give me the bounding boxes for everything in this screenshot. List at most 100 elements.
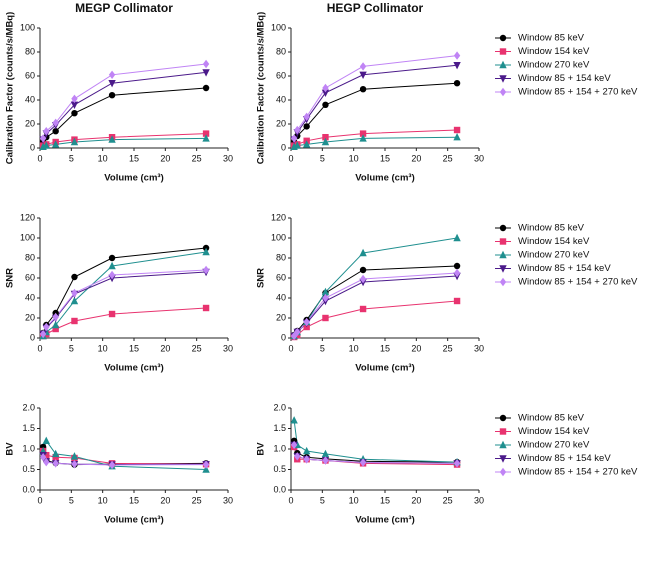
marker: [499, 75, 507, 83]
marker: [453, 268, 461, 278]
legend-label: Window 85 + 154 keV: [518, 263, 611, 274]
x-tick-label: 5: [320, 343, 325, 353]
x-axis-label: Volume (cm³): [104, 173, 163, 184]
marker: [302, 446, 311, 455]
marker: [453, 62, 461, 70]
marker: [202, 304, 210, 312]
x-tick-label: 10: [98, 495, 108, 505]
x-tick-label: 15: [380, 343, 390, 353]
x-tick-label: 0: [37, 153, 42, 163]
y-tick-label: 80: [276, 46, 286, 56]
x-tick-label: 10: [349, 495, 359, 505]
y-tick-label: 0.5: [273, 464, 286, 474]
series-line: [293, 420, 458, 463]
marker: [71, 317, 78, 325]
marker: [321, 89, 330, 97]
y-tick-label: 20: [25, 118, 35, 128]
x-axis-label: Volume (cm³): [355, 515, 414, 526]
y-axis-label: SNR: [256, 268, 267, 288]
x-tick-label: 5: [69, 495, 74, 505]
legend-label: Window 154 keV: [518, 46, 590, 57]
series-line: [293, 440, 458, 463]
y-axis-label: Calibration Factor (counts/s/MBq): [256, 12, 267, 165]
y-tick-label: 100: [271, 232, 286, 242]
series-line: [42, 450, 207, 465]
x-tick-label: 20: [160, 153, 170, 163]
y-axis-label: BV: [256, 442, 267, 456]
y-tick-label: 40: [25, 292, 35, 302]
y-tick-label: 40: [276, 292, 286, 302]
x-tick-label: 25: [192, 343, 202, 353]
legend-label: Window 270 keV: [518, 440, 590, 451]
y-tick-label: 120: [20, 212, 35, 222]
marker: [52, 118, 59, 127]
y-axis-label: Calibration Factor (counts/s/MBq): [5, 12, 16, 165]
y-tick-label: 1.0: [273, 443, 286, 453]
marker: [499, 265, 507, 273]
marker: [43, 322, 50, 332]
chart-title: MEGP Collimator: [75, 1, 173, 15]
y-tick-label: 0: [30, 332, 35, 342]
y-tick-label: 0: [30, 142, 35, 152]
series-line: [293, 444, 458, 464]
x-tick-label: 0: [37, 495, 42, 505]
x-tick-label: 15: [380, 495, 390, 505]
marker: [70, 452, 79, 460]
x-tick-label: 5: [69, 153, 74, 163]
marker: [359, 266, 367, 274]
marker: [70, 296, 79, 305]
marker: [359, 274, 367, 284]
marker: [359, 248, 367, 257]
x-axis-label: Volume (cm³): [104, 515, 163, 526]
x-tick-label: 15: [129, 153, 139, 163]
x-tick-label: 10: [349, 343, 359, 353]
y-tick-label: 80: [25, 46, 35, 56]
marker: [202, 130, 210, 137]
x-tick-label: 0: [288, 153, 293, 163]
x-tick-label: 25: [443, 495, 453, 505]
x-tick-label: 30: [474, 495, 484, 505]
marker: [51, 449, 60, 458]
marker: [499, 428, 507, 435]
chart-title: HEGP Collimator: [327, 1, 424, 15]
y-tick-label: 40: [276, 94, 286, 104]
x-axis-label: Volume (cm³): [104, 363, 163, 374]
series-line: [293, 272, 458, 337]
marker: [499, 34, 507, 42]
y-tick-label: 80: [25, 252, 35, 262]
x-tick-label: 15: [129, 343, 139, 353]
x-axis-label: Volume (cm³): [355, 173, 414, 184]
x-axis-label: Volume (cm³): [355, 363, 414, 374]
y-tick-label: 1.5: [273, 423, 286, 433]
marker: [108, 92, 116, 99]
x-tick-label: 0: [288, 343, 293, 353]
marker: [499, 48, 507, 55]
x-tick-label: 20: [411, 343, 421, 353]
marker: [322, 456, 329, 465]
marker: [499, 250, 507, 259]
marker: [499, 60, 507, 69]
x-tick-label: 25: [192, 153, 202, 163]
marker: [202, 69, 210, 77]
series-line: [293, 265, 458, 336]
y-tick-label: 100: [20, 22, 35, 32]
x-tick-label: 30: [474, 343, 484, 353]
marker: [202, 265, 210, 275]
legend-label: Window 85 keV: [518, 33, 585, 44]
marker: [70, 137, 79, 146]
y-tick-label: 60: [25, 272, 35, 282]
y-tick-label: 0.5: [22, 464, 35, 474]
x-tick-label: 10: [349, 153, 359, 163]
marker: [303, 455, 310, 464]
legend-label: Window 154 keV: [518, 236, 590, 247]
marker: [453, 262, 461, 270]
marker: [42, 436, 50, 444]
marker: [39, 453, 47, 462]
marker: [108, 80, 116, 88]
series-line: [293, 64, 458, 140]
y-tick-label: 60: [25, 70, 35, 80]
legend-label: Window 85 keV: [518, 223, 585, 234]
marker: [499, 277, 507, 287]
marker: [108, 310, 116, 318]
y-tick-label: 0: [281, 142, 286, 152]
